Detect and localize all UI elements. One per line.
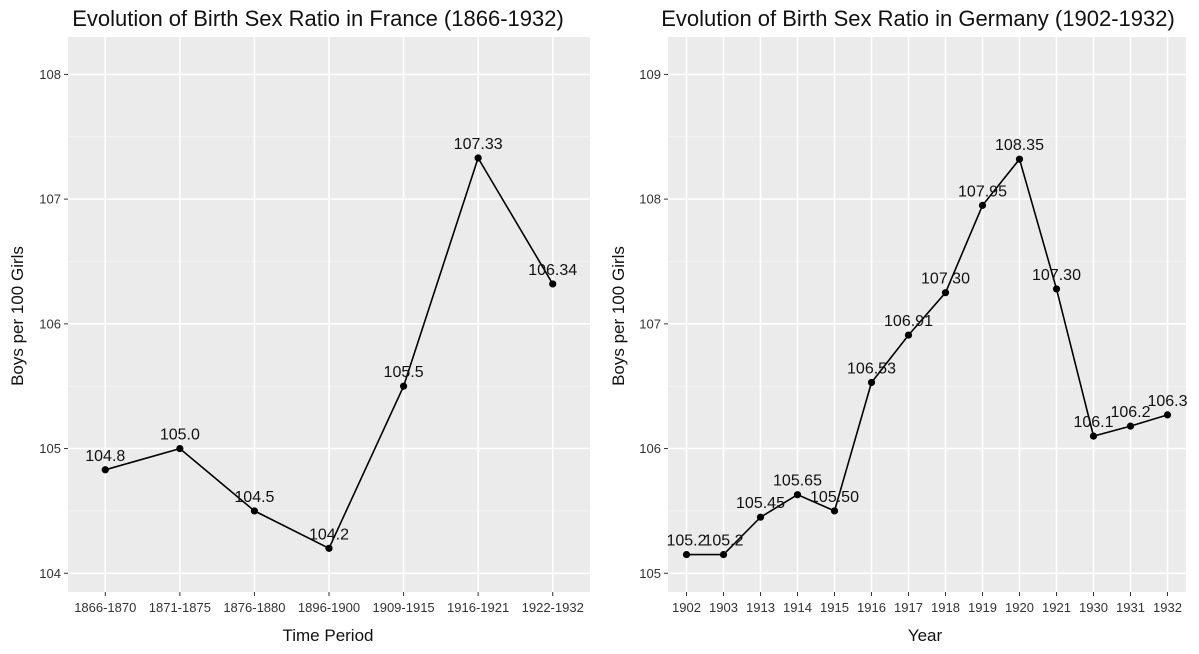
germany-data-point bbox=[1052, 285, 1061, 293]
france-y-axis-title: Boys per 100 Girls bbox=[8, 246, 27, 386]
germany-x-tick-label: 1902 bbox=[672, 600, 701, 615]
germany-y-tick-label: 109 bbox=[639, 67, 661, 82]
germany-data-point bbox=[830, 507, 839, 515]
france-x-axis-title: Time Period bbox=[282, 626, 373, 645]
france-x-tick-label: 1876-1880 bbox=[223, 600, 285, 615]
germany-x-tick-label: 1931 bbox=[1116, 600, 1145, 615]
germany-x-tick-label: 1916 bbox=[857, 600, 886, 615]
germany-x-tick-label: 1930 bbox=[1079, 600, 1108, 615]
france-x-tick-label: 1916-1921 bbox=[447, 600, 509, 615]
france-data-point bbox=[399, 382, 408, 390]
france-data-label: 105.5 bbox=[384, 364, 424, 381]
france-data-point bbox=[325, 544, 333, 552]
germany-y-tick-label: 108 bbox=[639, 192, 661, 207]
germany-y-tick-label: 106 bbox=[639, 441, 661, 456]
germany-data-label: 105.2 bbox=[703, 533, 743, 550]
germany-data-point bbox=[941, 289, 950, 297]
germany-data-point bbox=[719, 550, 728, 559]
germany-data-label: 106.3 bbox=[1147, 393, 1187, 410]
germany-x-tick-label: 1903 bbox=[709, 600, 738, 615]
germany-data-point bbox=[1163, 411, 1172, 419]
france-data-label: 104.8 bbox=[85, 448, 125, 465]
france-data-point bbox=[474, 154, 482, 162]
france-x-tick-label: 1866-1870 bbox=[74, 600, 136, 615]
germany-data-label: 107.30 bbox=[1032, 267, 1081, 284]
germany-series-line bbox=[686, 157, 1168, 556]
france-y-tick-label: 104 bbox=[39, 566, 61, 581]
france-data-label: 104.5 bbox=[234, 489, 274, 506]
germany-data-point bbox=[682, 550, 691, 559]
germany-y-axis-title: Boys per 100 Girls bbox=[609, 246, 628, 386]
germany-x-axis-title: Year bbox=[908, 626, 943, 645]
france-data-point bbox=[549, 280, 557, 288]
france-x-tick-label: 1896-1900 bbox=[298, 600, 360, 615]
germany-chart: Evolution of Birth Sex Ratio in Germany … bbox=[609, 6, 1188, 645]
germany-data-label: 106.2 bbox=[1110, 404, 1150, 421]
france-data-point bbox=[101, 466, 109, 474]
germany-x-tick-label: 1921 bbox=[1042, 600, 1071, 615]
germany-data-point bbox=[1126, 422, 1135, 430]
germany-data-label: 105.45 bbox=[736, 495, 785, 512]
germany-data-label: 105.50 bbox=[810, 489, 859, 506]
france-chart-title: Evolution of Birth Sex Ratio in France (… bbox=[72, 6, 564, 31]
germany-data-label: 105.65 bbox=[773, 473, 822, 490]
germany-data-label: 105.2 bbox=[666, 533, 706, 550]
france-data-point bbox=[250, 507, 259, 515]
germany-data-label: 108.35 bbox=[995, 137, 1044, 154]
germany-x-tick-label: 1917 bbox=[894, 600, 923, 615]
france-y-tick-label: 108 bbox=[39, 67, 61, 82]
germany-x-tick-label: 1932 bbox=[1153, 600, 1182, 615]
germany-data-point bbox=[978, 201, 987, 209]
germany-x-tick-label: 1914 bbox=[783, 600, 812, 615]
germany-data-label: 107.30 bbox=[921, 271, 970, 288]
france-y-tick-label: 106 bbox=[39, 316, 61, 331]
germany-data-point bbox=[756, 513, 765, 521]
germany-y-tick-label: 105 bbox=[639, 566, 661, 581]
germany-data-point bbox=[793, 491, 802, 499]
france-y-tick-label: 107 bbox=[39, 192, 61, 207]
germany-y-tick-label: 107 bbox=[639, 316, 661, 331]
germany-data-label: 106.1 bbox=[1073, 414, 1113, 431]
germany-data-point bbox=[904, 331, 913, 339]
france-data-label: 105.0 bbox=[160, 427, 200, 444]
france-x-tick-label: 1922-1932 bbox=[522, 600, 584, 615]
germany-x-tick-label: 1918 bbox=[931, 600, 960, 615]
germany-x-tick-label: 1920 bbox=[1005, 600, 1034, 615]
germany-data-label: 106.53 bbox=[847, 360, 896, 377]
france-chart: Evolution of Birth Sex Ratio in France (… bbox=[8, 6, 590, 645]
france-data-label: 106.34 bbox=[528, 262, 577, 279]
france-data-point bbox=[176, 444, 184, 453]
france-data-label: 104.2 bbox=[309, 526, 349, 543]
france-y-tick-label: 105 bbox=[39, 441, 61, 456]
germany-chart-title: Evolution of Birth Sex Ratio in Germany … bbox=[661, 6, 1175, 31]
france-x-tick-label: 1909-1915 bbox=[372, 600, 434, 615]
germany-x-tick-label: 1915 bbox=[820, 600, 849, 615]
germany-data-point bbox=[1089, 432, 1098, 440]
germany-x-tick-label: 1919 bbox=[968, 600, 997, 615]
germany-data-point bbox=[867, 378, 876, 387]
germany-x-tick-label: 1913 bbox=[746, 600, 775, 615]
germany-data-label: 106.91 bbox=[884, 313, 933, 330]
france-x-tick-label: 1871-1875 bbox=[149, 600, 211, 615]
france-data-label: 107.33 bbox=[454, 136, 503, 153]
germany-data-point bbox=[1015, 155, 1024, 163]
germany-data-label: 107.95 bbox=[958, 183, 1007, 200]
